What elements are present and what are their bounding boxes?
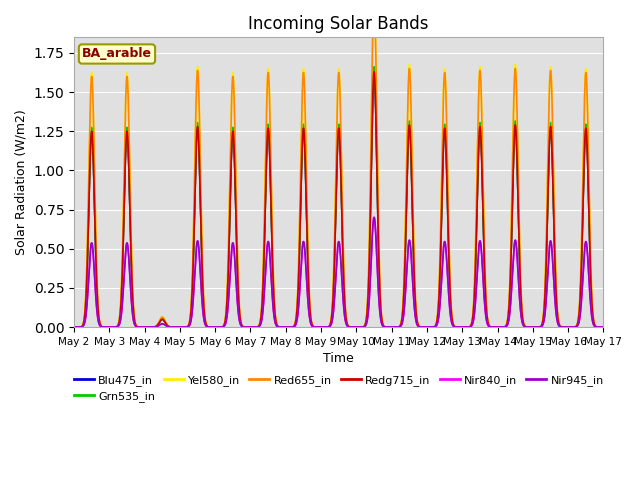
Line: Grn535_in: Grn535_in — [74, 67, 604, 327]
Red655_in — [550, 163, 557, 168]
Redg715_in — [600, 324, 607, 330]
Nir840_in — [141, 324, 148, 330]
Nir945_in — [600, 324, 607, 330]
Redg715_in — [70, 324, 78, 330]
Grn535_in — [141, 324, 148, 330]
Red655_in — [370, 0, 378, 3]
Grn535_in — [218, 324, 226, 330]
Yel580_in — [600, 324, 607, 330]
X-axis label: Time: Time — [323, 352, 354, 365]
Red655_in — [141, 324, 148, 330]
Blu475_in — [218, 324, 226, 330]
Blu475_in — [600, 324, 607, 330]
Redg715_in — [184, 324, 191, 329]
Redg715_in — [141, 324, 148, 330]
Grn535_in — [184, 324, 191, 329]
Line: Yel580_in: Yel580_in — [74, 0, 604, 327]
Title: Incoming Solar Bands: Incoming Solar Bands — [248, 15, 429, 33]
Redg715_in — [390, 324, 398, 330]
Blu475_in — [370, 69, 378, 75]
Nir945_in — [141, 324, 148, 330]
Blu475_in — [550, 198, 557, 204]
Yel580_in — [218, 324, 226, 330]
Text: BA_arable: BA_arable — [82, 48, 152, 60]
Blu475_in — [70, 324, 78, 330]
Legend: Blu475_in, Grn535_in, Yel580_in, Red655_in, Redg715_in, Nir840_in, Nir945_in: Blu475_in, Grn535_in, Yel580_in, Red655_… — [69, 371, 609, 407]
Nir945_in — [218, 324, 226, 330]
Nir840_in — [390, 324, 398, 330]
Grn535_in — [400, 295, 408, 301]
Redg715_in — [218, 324, 226, 330]
Nir840_in — [400, 312, 408, 318]
Nir840_in — [550, 270, 557, 276]
Nir840_in — [370, 215, 378, 220]
Yel580_in — [400, 287, 408, 293]
Redg715_in — [550, 198, 557, 204]
Line: Red655_in: Red655_in — [74, 0, 604, 327]
Nir840_in — [600, 324, 607, 330]
Redg715_in — [600, 324, 607, 330]
Nir945_in — [600, 324, 607, 330]
Nir840_in — [70, 324, 78, 330]
Nir945_in — [390, 324, 398, 330]
Nir945_in — [70, 324, 78, 330]
Red655_in — [600, 324, 607, 330]
Red655_in — [70, 324, 78, 330]
Red655_in — [600, 324, 607, 330]
Redg715_in — [370, 69, 378, 75]
Yel580_in — [390, 324, 398, 330]
Yel580_in — [141, 324, 148, 330]
Line: Blu475_in: Blu475_in — [74, 72, 604, 327]
Red655_in — [390, 324, 398, 330]
Grn535_in — [370, 64, 378, 70]
Grn535_in — [600, 324, 607, 330]
Yel580_in — [600, 324, 607, 330]
Blu475_in — [390, 324, 398, 330]
Yel580_in — [184, 324, 191, 329]
Grn535_in — [70, 324, 78, 330]
Grn535_in — [550, 196, 557, 202]
Line: Redg715_in: Redg715_in — [74, 72, 604, 327]
Nir840_in — [600, 324, 607, 330]
Nir945_in — [550, 270, 557, 276]
Blu475_in — [141, 324, 148, 330]
Red655_in — [184, 324, 191, 329]
Line: Nir945_in: Nir945_in — [74, 217, 604, 327]
Grn535_in — [600, 324, 607, 330]
Blu475_in — [184, 324, 191, 329]
Y-axis label: Solar Radiation (W/m2): Solar Radiation (W/m2) — [15, 109, 28, 255]
Red655_in — [400, 288, 408, 293]
Nir945_in — [370, 215, 378, 220]
Grn535_in — [390, 324, 398, 330]
Line: Nir840_in: Nir840_in — [74, 217, 604, 327]
Nir840_in — [184, 324, 191, 330]
Red655_in — [218, 324, 226, 330]
Yel580_in — [70, 324, 78, 330]
Nir945_in — [400, 312, 408, 318]
Nir945_in — [184, 324, 191, 330]
Blu475_in — [600, 324, 607, 330]
Redg715_in — [400, 296, 408, 301]
Nir840_in — [218, 324, 226, 330]
Yel580_in — [550, 160, 557, 166]
Blu475_in — [400, 296, 408, 301]
